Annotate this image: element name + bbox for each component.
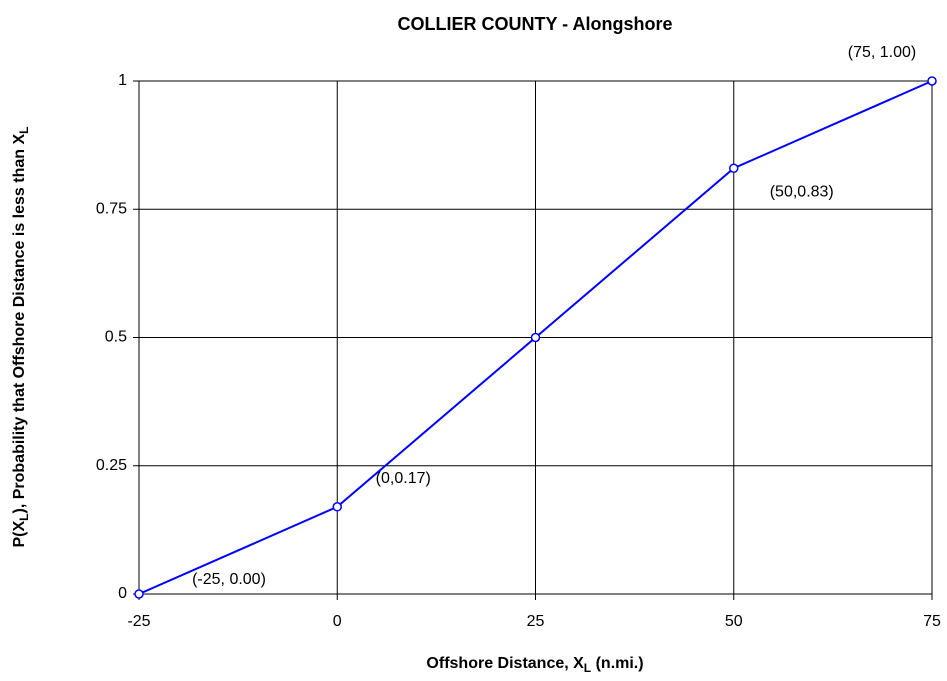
data-label: (0,0.17) xyxy=(376,470,431,487)
y-axis-label-sub: L xyxy=(17,513,31,520)
y-tick-label: 0.75 xyxy=(96,200,127,217)
chart-title: COLLIER COUNTY - Alongshore xyxy=(397,14,672,34)
x-axis-label-part: (n.mi.) xyxy=(591,655,643,672)
y-tick-label: 0 xyxy=(118,585,127,602)
x-axis-label: Offshore Distance, XL (n.mi.) xyxy=(426,655,643,675)
marker xyxy=(530,332,541,343)
data-label: (-25, 0.00) xyxy=(192,571,266,588)
x-tick-label: 25 xyxy=(527,613,545,630)
data-label: (50,0.83) xyxy=(770,183,834,200)
x-tick-label: 0 xyxy=(333,613,342,630)
x-tick-label: -25 xyxy=(127,613,150,630)
y-axis-label-part: ), Probability that Offshore Distance is… xyxy=(11,134,28,514)
plot-border xyxy=(138,80,933,595)
x-axis-label-sub: L xyxy=(584,661,591,675)
x-axis-label-part: Offshore Distance, X xyxy=(426,655,584,672)
y-axis-label-part: P(X xyxy=(11,521,28,548)
y-axis-label: P(XL), Probability that Offshore Distanc… xyxy=(11,127,31,548)
y-tick-label: 0.25 xyxy=(96,457,127,474)
marker xyxy=(332,502,342,512)
marker xyxy=(134,589,144,599)
x-tick-label: 50 xyxy=(725,613,743,630)
x-tick-label: 75 xyxy=(923,613,941,630)
y-tick-label: 0.5 xyxy=(105,329,127,346)
marker xyxy=(729,163,739,173)
y-axis-label-sub: L xyxy=(17,127,31,134)
data-label: (75, 1.00) xyxy=(848,44,916,61)
marker xyxy=(927,76,937,86)
y-tick-label: 1 xyxy=(118,72,127,89)
